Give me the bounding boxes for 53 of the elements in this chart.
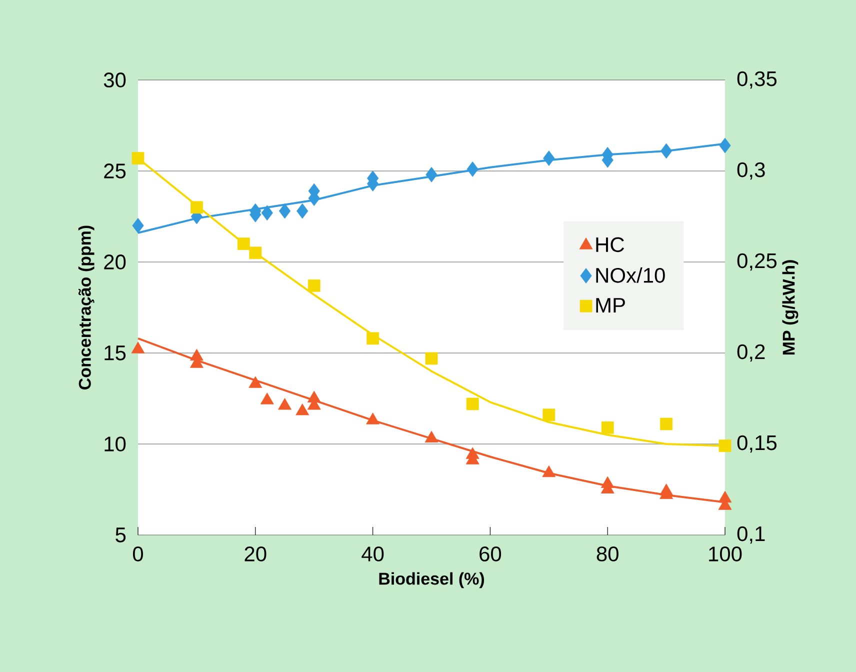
y-tick-label: 5: [116, 528, 126, 542]
x-axis-title: Biodiesel (%): [379, 572, 484, 588]
x-tick-label: 20: [244, 546, 266, 562]
point: [132, 152, 144, 164]
point: [366, 412, 380, 424]
y-axis-title: Concentração (ppm): [78, 226, 94, 390]
y2-tick-label: 0,2: [737, 344, 765, 362]
point: [278, 203, 291, 219]
y-tick-label: 25: [104, 164, 126, 178]
point: [424, 430, 438, 442]
point: [660, 143, 672, 159]
point: [466, 161, 478, 177]
point: [237, 238, 250, 250]
point: [261, 205, 273, 221]
point: [308, 279, 320, 292]
point: [366, 332, 380, 345]
point: [542, 408, 556, 422]
y2-tick-label: 0,1: [737, 526, 765, 544]
x-tick-label: 60: [480, 546, 502, 562]
point: [296, 203, 308, 219]
point: [719, 138, 731, 154]
x-tick-label: 40: [362, 546, 384, 562]
point: [278, 398, 292, 410]
point: [543, 150, 555, 166]
point: [132, 218, 144, 234]
point: [425, 352, 438, 365]
y-tick-label: 20: [104, 254, 126, 270]
point: [249, 246, 262, 260]
point: [248, 376, 262, 388]
x-tick-label: 0: [132, 546, 144, 562]
y2-axis-title: MP (g/kW.h): [782, 260, 798, 355]
point: [601, 421, 614, 434]
point: [718, 440, 732, 452]
y2-tick-label: 0,25: [737, 253, 777, 271]
y2-tick-label: 0,35: [737, 71, 777, 89]
y-tick-label: 10: [104, 436, 126, 452]
x-tick-label: 100: [709, 546, 742, 562]
point: [190, 201, 203, 214]
y-tick-label: 15: [104, 346, 126, 360]
y-tick-label: 30: [104, 72, 126, 88]
y2-tick-label: 0,15: [737, 435, 777, 453]
x-tick-label: 80: [596, 546, 618, 562]
point: [542, 465, 556, 478]
point: [131, 342, 145, 354]
legend-label: HC: [596, 237, 624, 252]
point: [466, 398, 479, 410]
legend-label: NOx/10: [596, 267, 665, 283]
point: [296, 404, 310, 416]
point: [660, 418, 673, 430]
point: [426, 166, 438, 182]
point: [260, 392, 274, 404]
y2-tick-label: 0,3: [737, 162, 765, 180]
legend-label: MP: [596, 298, 625, 313]
